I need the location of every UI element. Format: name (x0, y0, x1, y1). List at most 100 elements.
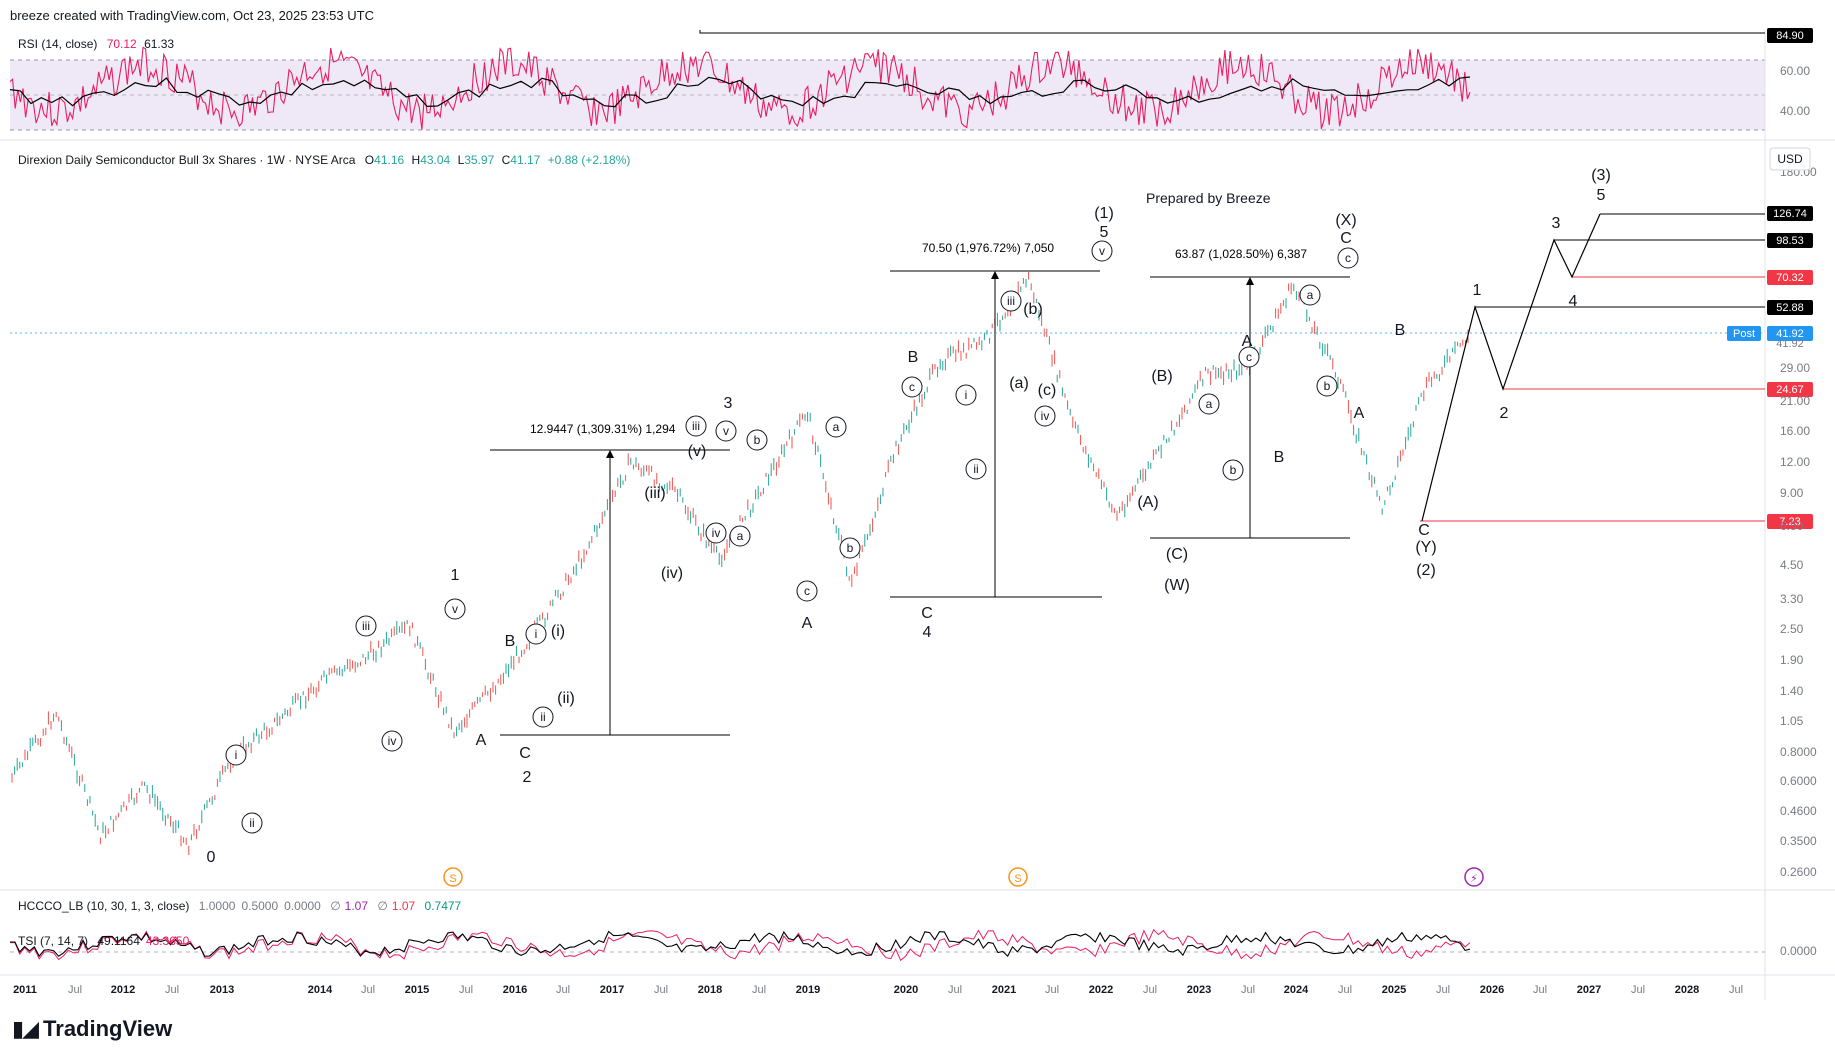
measure-label-2: 70.50 (1,976.72%) 7,050 (922, 241, 1054, 255)
wave-circle-label: c (1345, 251, 1351, 265)
wave-circle (1034, 405, 1056, 427)
wave-label: (ii) (557, 690, 575, 707)
price-tag-98-text: 98.53 (1776, 235, 1804, 247)
time-axis-label: Jul (1143, 984, 1157, 996)
dividend-icon[interactable] (1008, 867, 1028, 887)
wave-label: (v) (688, 443, 707, 460)
wave-circle-label: iv (712, 526, 721, 540)
price-tag-post-under: 41.92 (1776, 338, 1804, 350)
symbol-title[interactable]: Direxion Daily Semiconductor Bull 3x Sha… (18, 153, 630, 167)
wave-circle-label: a (833, 420, 840, 434)
currency-button[interactable] (1769, 147, 1811, 171)
time-axis-label: 2027 (1577, 984, 1601, 996)
wave-circle-label: ii (973, 462, 978, 476)
wave-label: (1) (1094, 205, 1114, 222)
price-axis-label: 0.8000 (1780, 745, 1817, 759)
time-axis-label: Jul (459, 984, 473, 996)
wave-circle-label: ii (249, 816, 254, 830)
wave-circle (1198, 393, 1220, 415)
wave-circle-label: a (1206, 397, 1213, 411)
price-axis-label: 6.50 (1780, 519, 1804, 533)
wave-circle (685, 415, 707, 437)
time-axis-label: 2017 (600, 984, 624, 996)
wave-circle-label: v (1099, 244, 1105, 258)
wave-circle-label: b (1230, 463, 1237, 477)
wave-circle-label: c (1246, 350, 1252, 364)
split-icon[interactable] (1464, 867, 1484, 887)
price-axis[interactable]: 180.0029.0021.0016.0012.009.006.504.503.… (1780, 165, 1817, 879)
time-axis-label: Jul (361, 984, 375, 996)
measure-arrowhead (1246, 277, 1254, 285)
rsi-max-tag-text: 84.90 (1776, 30, 1804, 42)
hccco-title[interactable]: HCCCO_LB (10, 30, 1, 3, close) 1.0000 0.5… (18, 899, 462, 913)
measure-label-1: 12.9447 (1,309.31%) 1,294 (530, 422, 676, 436)
projection-path (1421, 213, 1601, 522)
tsi-axis-0: 0.0000 (1780, 944, 1817, 958)
price-tag-post (1767, 326, 1813, 341)
time-axis-label: 2028 (1675, 984, 1699, 996)
wave-label: B (1395, 322, 1406, 339)
dividend-icon[interactable] (443, 867, 463, 887)
time-axis-label: Jul (752, 984, 766, 996)
wave-circle (796, 580, 818, 602)
tradingview-logo[interactable]: ▮◢ TradingView (12, 1016, 172, 1042)
wave-label: 0 (207, 849, 216, 866)
wave-label: C (519, 745, 531, 762)
wave-circle-label: ii (540, 710, 545, 724)
time-axis-label: Jul (1729, 984, 1743, 996)
wave-label: (B) (1151, 368, 1172, 385)
wave-label: B (908, 349, 919, 366)
post-label-text: Post (1733, 328, 1755, 340)
wave-label: 5 (1100, 224, 1109, 241)
wave-label: A (802, 615, 813, 632)
measure-arrowhead (606, 450, 614, 458)
wave-label: (X) (1335, 212, 1356, 229)
price-tag-126 (1767, 206, 1813, 221)
tsi-title[interactable]: TSI (7, 14, 7) 49.1164 43.3650 (18, 934, 190, 948)
measure-arrowhead (991, 271, 999, 279)
wave-label: C (921, 605, 933, 622)
price-axis-label: 29.00 (1780, 361, 1810, 375)
wave-circle (746, 429, 768, 451)
time-axis-label: 2015 (405, 984, 429, 996)
wave-circle (901, 376, 923, 398)
wave-circle-label: a (737, 529, 744, 543)
wave-circle-label: c (804, 584, 810, 598)
price-axis-label: 1.90 (1780, 653, 1804, 667)
wave-circle (955, 384, 977, 406)
price-bars (11, 272, 1469, 856)
wave-circle (729, 525, 751, 547)
time-axis[interactable]: 2011 Jul 2012 Jul 2013 2014 Jul 2015 Jul 2016 Jul 2… (13, 984, 1743, 996)
dividend-icon-label: S (1014, 873, 1021, 885)
wave-circle-label: i (235, 748, 238, 762)
measure-label-3: 63.87 (1,028.50%) 6,387 (1175, 247, 1307, 261)
time-axis-label: Jul (1436, 984, 1450, 996)
time-axis-label: Jul (165, 984, 179, 996)
price-axis-label: 12.00 (1780, 455, 1810, 469)
rsi-high-marker (699, 30, 1765, 34)
wave-label: C (1418, 522, 1430, 539)
wave-circle (715, 420, 737, 442)
wave-circle (381, 730, 403, 752)
price-axis-label: 1.40 (1780, 684, 1804, 698)
wave-circle-label: b (847, 541, 854, 555)
wave-circle (1222, 459, 1244, 481)
time-axis-label: 2020 (894, 984, 918, 996)
wave-circle (225, 744, 247, 766)
wave-circle-label: iv (1041, 409, 1050, 423)
wave-circle (525, 623, 547, 645)
wave-circle-label: b (754, 433, 761, 447)
price-axis-label: 0.3500 (1780, 834, 1817, 848)
rsi-title[interactable]: RSI (14, close) 70.12 61.33 (18, 37, 174, 51)
price-tag-52 (1767, 300, 1813, 315)
wave-label: 3 (724, 395, 733, 412)
wave-circle-label: v (723, 424, 729, 438)
price-axis-label: 3.30 (1780, 592, 1804, 606)
price-tag-24-text: 24.67 (1776, 384, 1804, 396)
wave-label: (Y) (1415, 539, 1436, 556)
price-axis-label: 16.00 (1780, 424, 1810, 438)
wave-circle-label: iii (692, 419, 700, 433)
time-axis-label: Jul (948, 984, 962, 996)
wave-circle (1299, 284, 1321, 306)
